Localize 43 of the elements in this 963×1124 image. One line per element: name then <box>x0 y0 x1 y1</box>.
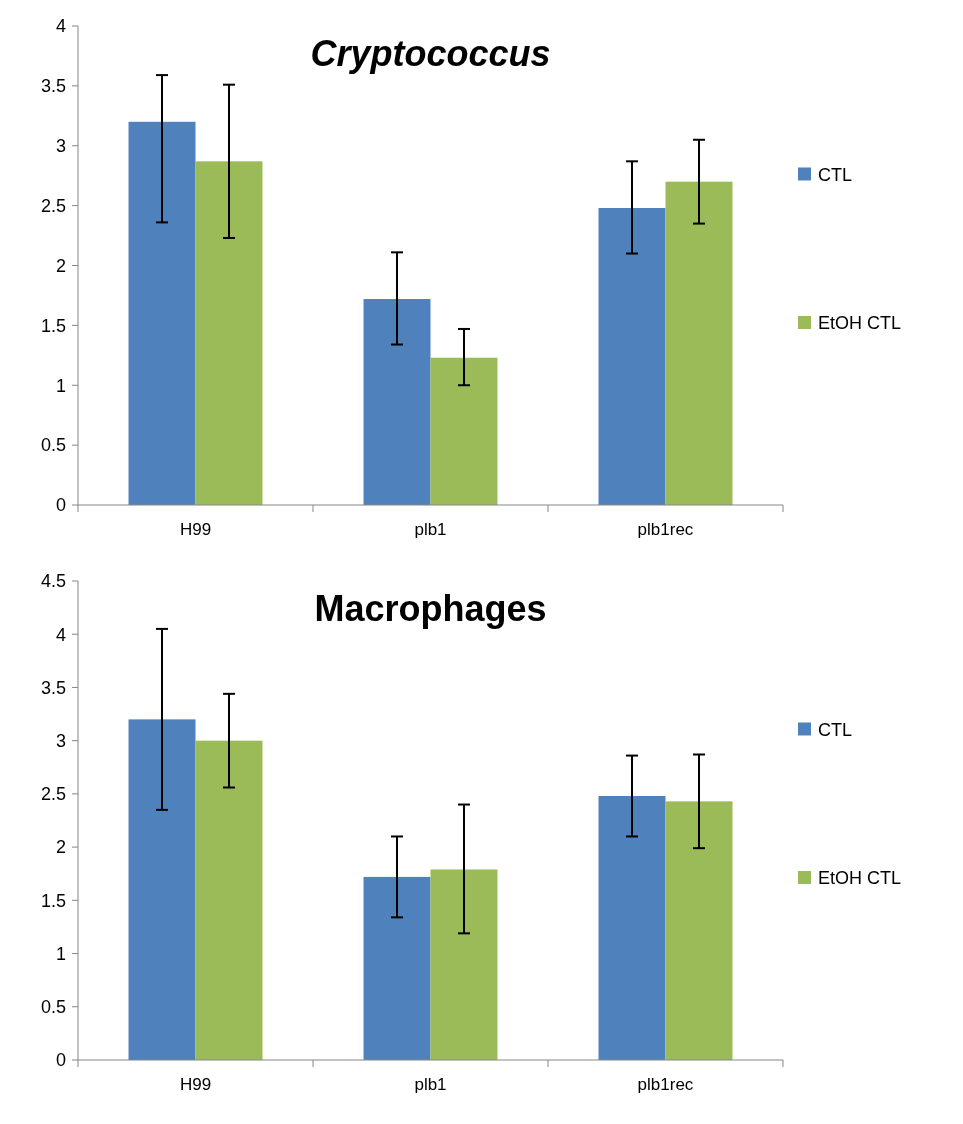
legend-label: EtOH CTL <box>818 313 902 334</box>
bar <box>430 869 498 1060</box>
bar <box>363 876 431 1060</box>
y-tick-label: 0 <box>55 1050 66 1071</box>
y-tick-label: 4.5 <box>40 571 66 592</box>
bar <box>128 121 196 505</box>
bar <box>430 357 498 505</box>
y-tick-label: 0.5 <box>40 997 66 1018</box>
y-tick-label: 3 <box>55 136 66 157</box>
bar <box>598 208 666 505</box>
legend-label: CTL <box>818 719 853 740</box>
y-tick-label: 0.5 <box>40 435 66 456</box>
x-tick-label: plb1rec <box>637 520 694 539</box>
x-tick-label: plb1 <box>414 520 447 539</box>
y-tick-label: 2.5 <box>40 784 66 805</box>
y-tick-label: 3.5 <box>40 76 66 97</box>
y-tick-label: 1.5 <box>40 315 66 336</box>
y-tick-label: 3.5 <box>40 677 66 698</box>
bar <box>195 740 263 1060</box>
bar <box>598 796 666 1060</box>
y-tick-label: 0 <box>55 495 66 516</box>
bar <box>665 801 733 1060</box>
y-tick-label: 2 <box>55 837 66 858</box>
x-tick-label: plb1rec <box>637 1075 694 1094</box>
y-tick-label: 2.5 <box>40 195 66 216</box>
bar <box>363 299 431 505</box>
chart-title: Cryptococcus <box>310 33 551 74</box>
y-tick-label: 1 <box>55 375 66 396</box>
y-tick-label: 1 <box>55 943 66 964</box>
legend-label: CTL <box>818 164 853 185</box>
x-tick-label: H99 <box>179 520 212 539</box>
bar <box>195 161 263 505</box>
y-tick-label: 1.5 <box>40 890 66 911</box>
legend-label: EtOH CTL <box>818 868 902 889</box>
bar <box>128 719 196 1060</box>
y-tick-label: 4 <box>55 624 66 645</box>
x-tick-label: H99 <box>179 1075 212 1094</box>
x-tick-label: plb1 <box>414 1075 447 1094</box>
chart-title: Macrophages <box>314 588 547 629</box>
y-tick-label: 2 <box>55 255 66 276</box>
y-tick-label: 4 <box>55 16 66 37</box>
bar <box>665 181 733 505</box>
y-tick-label: 3 <box>55 730 66 751</box>
